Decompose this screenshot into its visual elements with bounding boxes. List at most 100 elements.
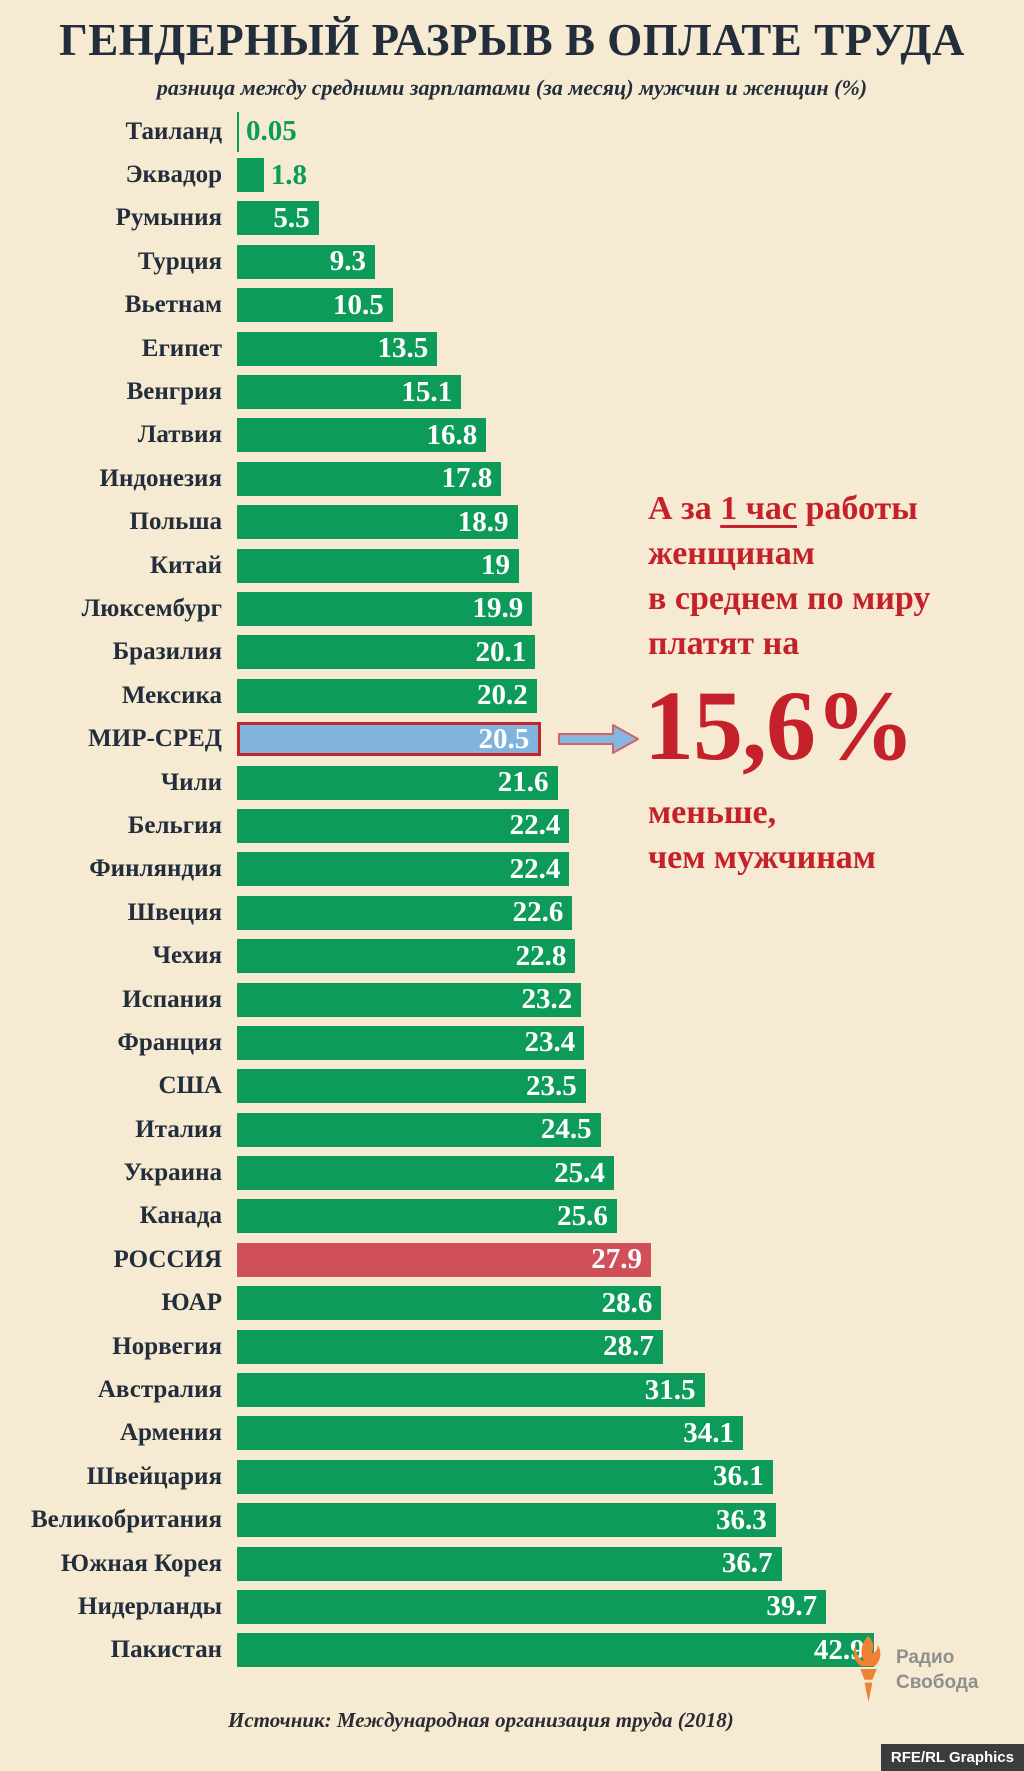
bar-row: Турция 9.3 bbox=[0, 240, 874, 283]
bar-label: Мексика bbox=[121, 681, 222, 709]
bar-area: 31.5 bbox=[237, 1373, 705, 1408]
bar-area: 23.5 bbox=[237, 1069, 586, 1104]
bar-label: Канада bbox=[139, 1202, 222, 1230]
annotation: А за 1 час работы женщинам в среднем по … bbox=[644, 486, 1020, 880]
bar-value-outside: 0.05 bbox=[246, 115, 297, 148]
bar-label: Италия bbox=[135, 1115, 222, 1143]
bar-row: Нидерланды 39.7 bbox=[0, 1585, 874, 1628]
bar-value: 19.9 bbox=[472, 592, 524, 625]
bar-row: Таиланд 0.05 bbox=[0, 110, 874, 153]
bar-row: РОССИЯ 27.9 bbox=[0, 1238, 874, 1281]
bar: 23.4 bbox=[237, 1025, 585, 1060]
bar-area: 28.7 bbox=[237, 1329, 663, 1364]
bar-area: 36.3 bbox=[237, 1503, 776, 1538]
bar-area: 24.5 bbox=[237, 1112, 601, 1147]
bar-area: 22.8 bbox=[237, 939, 576, 974]
bar-row: Пакистан 42.9 bbox=[0, 1629, 874, 1672]
bar: 19 bbox=[237, 548, 519, 583]
bar-value: 34.1 bbox=[683, 1416, 734, 1449]
bar-area: 28.6 bbox=[237, 1286, 662, 1321]
bar-label: Южная Корея bbox=[60, 1549, 222, 1577]
bar-row: Бельгия 22.4 bbox=[0, 804, 874, 847]
bar: 22.6 bbox=[237, 895, 573, 930]
bar-area: 16.8 bbox=[237, 418, 487, 453]
bar-area: 25.4 bbox=[237, 1156, 614, 1191]
bar: 13.5 bbox=[237, 331, 438, 366]
bar-area: 17.8 bbox=[237, 461, 502, 496]
bar-row: Австралия 31.5 bbox=[0, 1368, 874, 1411]
bar: 20.5 bbox=[237, 722, 542, 757]
bar: 21.6 bbox=[237, 765, 558, 800]
bar-area: 19.9 bbox=[237, 591, 533, 626]
bar-label: Швеция bbox=[127, 898, 222, 926]
bar-value: 19 bbox=[481, 549, 510, 582]
bar: 20.2 bbox=[237, 678, 537, 713]
annotation-line-5: меньше, bbox=[648, 794, 777, 831]
bar-area: 36.1 bbox=[237, 1459, 773, 1494]
annotation-line-4: платят на bbox=[648, 625, 800, 662]
bar-label: Бразилия bbox=[112, 638, 222, 666]
bar-row: Чили 21.6 bbox=[0, 761, 874, 804]
bar-label: Бельгия bbox=[127, 811, 222, 839]
bar-value: 22.4 bbox=[509, 852, 561, 885]
bar-label: Венгрия bbox=[126, 378, 222, 406]
bar-area: 39.7 bbox=[237, 1589, 827, 1624]
bar-value: 22.4 bbox=[509, 809, 561, 842]
bar-value: 10.5 bbox=[333, 288, 384, 321]
bar-label: Австралия bbox=[97, 1376, 222, 1404]
bar-area: 10.5 bbox=[237, 288, 393, 323]
bar-label: Пакистан bbox=[110, 1636, 222, 1664]
bar: 18.9 bbox=[237, 505, 518, 540]
bar-label: Польша bbox=[129, 508, 222, 536]
bar-value: 25.6 bbox=[557, 1199, 608, 1232]
bar-area: 22.4 bbox=[237, 808, 570, 843]
bar-value: 17.8 bbox=[441, 462, 493, 495]
bar-label: Украина bbox=[123, 1159, 222, 1187]
bar-value: 21.6 bbox=[497, 766, 549, 799]
bar-label: Чили bbox=[160, 768, 222, 796]
bar: 17.8 bbox=[237, 461, 502, 496]
radio-svoboda-torch-icon bbox=[853, 1636, 881, 1703]
bar-area: 18.9 bbox=[237, 505, 518, 540]
big-percentage: 15,6% bbox=[644, 670, 915, 781]
bar-area: 23.4 bbox=[237, 1025, 585, 1060]
bar: 42.9 bbox=[237, 1633, 874, 1668]
bar-row: Чехия 22.8 bbox=[0, 934, 874, 977]
radio-svoboda-logo: Радио Свобода bbox=[850, 1636, 978, 1704]
bar-area: 36.7 bbox=[237, 1546, 782, 1581]
bar: 36.1 bbox=[237, 1459, 773, 1494]
page-subtitle: разница между средними зарплатами (за ме… bbox=[156, 75, 868, 100]
annotation-line-1: А за 1 час работы bbox=[648, 490, 918, 527]
bar-label: Латвия bbox=[137, 421, 222, 449]
bar-row: Великобритания 36.3 bbox=[0, 1499, 874, 1542]
chart-rows: Таиланд 0.05 Эквадор 1.8 Румыния bbox=[0, 110, 874, 1672]
bar-row: Финляндия 22.4 bbox=[0, 848, 874, 891]
bar-area: 20.5 bbox=[237, 721, 641, 757]
bar-label: Турция bbox=[137, 247, 222, 275]
bar-label: Вьетнам bbox=[124, 291, 222, 319]
bar-area: 25.6 bbox=[237, 1199, 617, 1234]
bar-area: 19 bbox=[237, 548, 519, 583]
bar-row: Украина 25.4 bbox=[0, 1151, 874, 1194]
bar-area: 27.9 bbox=[237, 1242, 651, 1277]
bar-label: Люксембург bbox=[81, 594, 222, 622]
bar-row: МИР-СРЕД 20.5 bbox=[0, 717, 874, 760]
annotation-line-6: чем мужчинам bbox=[648, 839, 876, 876]
bar-row: Швейцария 36.1 bbox=[0, 1455, 874, 1498]
bar-area: 15.1 bbox=[237, 375, 462, 410]
bar-label: США bbox=[158, 1072, 222, 1100]
underlined-text: 1 час bbox=[720, 490, 797, 527]
bar-value: 36.7 bbox=[721, 1547, 773, 1580]
bar-value: 23.4 bbox=[524, 1026, 576, 1059]
bar: 22.4 bbox=[237, 852, 570, 887]
bar-value: 20.5 bbox=[478, 722, 530, 755]
bar-label: Чехия bbox=[152, 942, 222, 970]
bar-label: Финляндия bbox=[89, 855, 222, 883]
bar-row: Румыния 5.5 bbox=[0, 197, 874, 240]
bar-label: Нидерланды bbox=[78, 1592, 222, 1620]
bar-row: Латвия 16.8 bbox=[0, 414, 874, 457]
bar: 28.7 bbox=[237, 1329, 663, 1364]
bar: 16.8 bbox=[237, 418, 487, 453]
bar-label: Эквадор bbox=[125, 161, 222, 189]
bar: 34.1 bbox=[237, 1416, 743, 1451]
